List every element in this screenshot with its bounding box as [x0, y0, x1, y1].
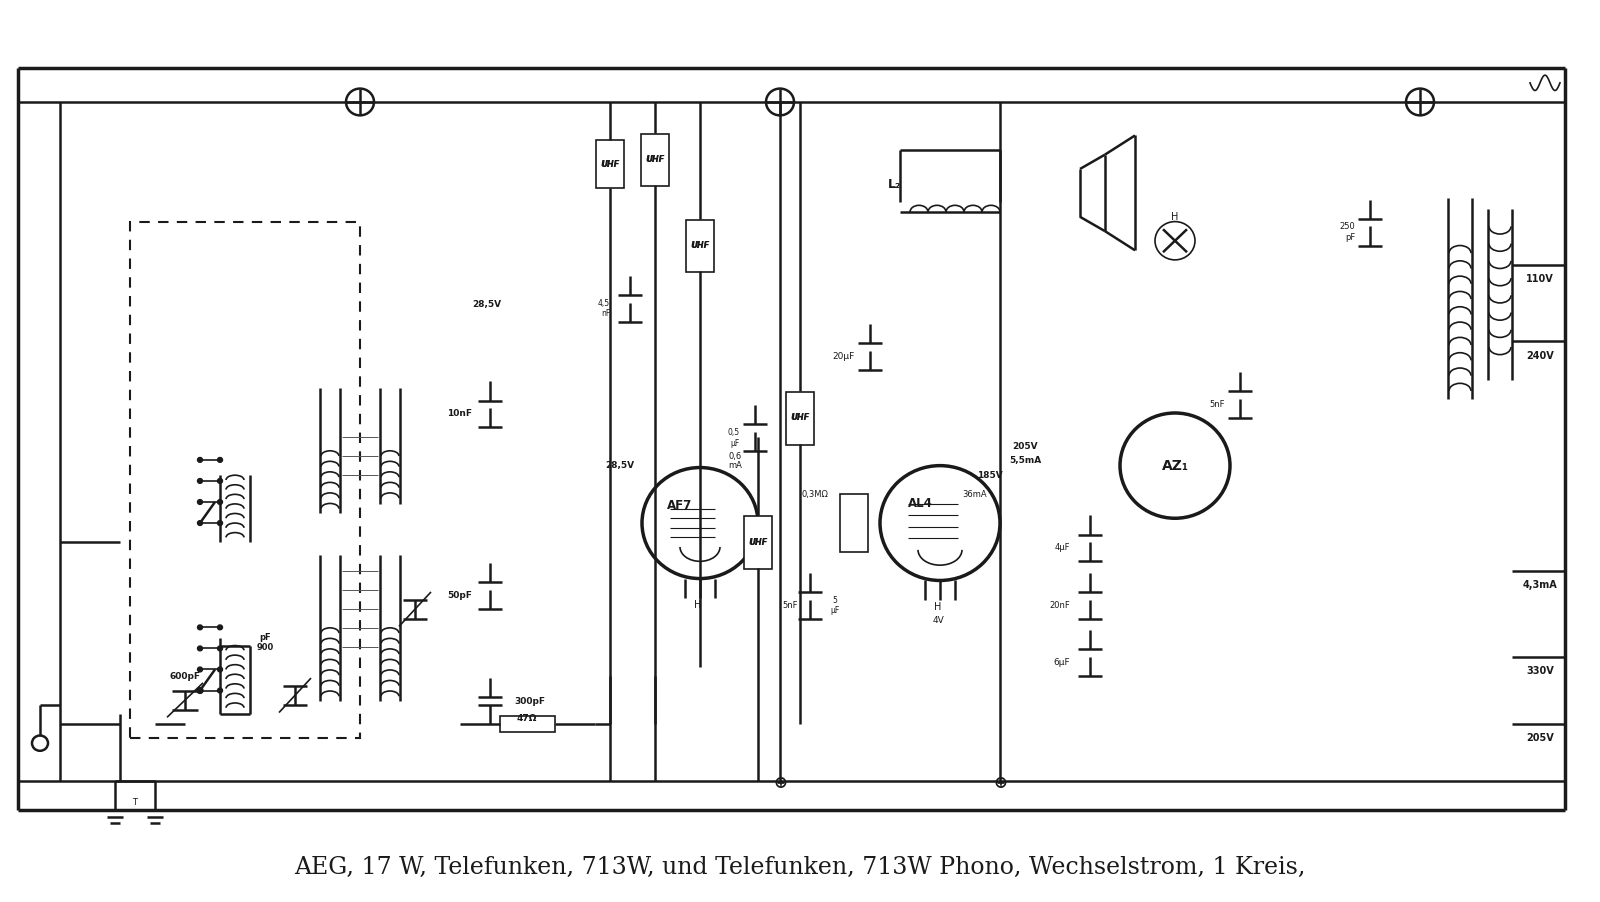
Circle shape: [32, 735, 48, 750]
Text: 600pF: 600pF: [170, 672, 200, 681]
Circle shape: [218, 625, 222, 630]
Text: 5,5mA: 5,5mA: [1010, 456, 1042, 465]
Circle shape: [1406, 88, 1434, 115]
Circle shape: [218, 646, 222, 651]
Text: 205V: 205V: [1526, 733, 1554, 743]
Text: UHF: UHF: [749, 538, 766, 547]
Circle shape: [218, 667, 222, 672]
Text: 900: 900: [256, 643, 274, 652]
Text: 0,3MΩ: 0,3MΩ: [802, 490, 829, 499]
Circle shape: [218, 520, 222, 526]
Bar: [130, 222, 360, 739]
Text: H: H: [1171, 212, 1179, 222]
Text: 4μF: 4μF: [1054, 543, 1070, 552]
Text: 5nF: 5nF: [1210, 400, 1226, 409]
Circle shape: [1155, 222, 1195, 260]
Text: AF7: AF7: [667, 500, 693, 512]
Text: 20μF: 20μF: [832, 352, 854, 361]
Text: 205V: 205V: [1013, 442, 1038, 451]
Text: UHF: UHF: [645, 155, 664, 164]
Text: 300pF: 300pF: [515, 696, 546, 705]
Text: UHF: UHF: [646, 155, 664, 164]
Text: 4,3mA: 4,3mA: [1523, 580, 1557, 590]
Text: 5nF: 5nF: [782, 601, 798, 610]
Text: UHF: UHF: [790, 413, 810, 422]
Circle shape: [197, 457, 203, 463]
Bar: [840, 494, 867, 552]
Circle shape: [197, 646, 203, 651]
Circle shape: [766, 88, 794, 115]
Circle shape: [218, 500, 222, 504]
Text: UHF: UHF: [790, 413, 810, 422]
Text: pF: pF: [259, 633, 270, 642]
Text: ⊕: ⊕: [773, 774, 787, 792]
Text: 240V: 240V: [1526, 351, 1554, 361]
Circle shape: [197, 520, 203, 526]
Circle shape: [218, 479, 222, 483]
Text: UHF: UHF: [691, 241, 709, 250]
Text: H: H: [934, 603, 942, 612]
Text: AL4: AL4: [907, 497, 933, 511]
Text: H: H: [694, 601, 702, 611]
Text: 0,5
μF: 0,5 μF: [728, 428, 739, 447]
Circle shape: [642, 467, 758, 578]
Text: 330V: 330V: [1526, 667, 1554, 676]
Text: ⊕: ⊕: [994, 774, 1006, 792]
Text: 185V: 185V: [978, 471, 1003, 480]
Text: 47Ω: 47Ω: [517, 713, 538, 723]
Text: 28,5V: 28,5V: [605, 461, 635, 470]
Circle shape: [880, 465, 1000, 581]
Circle shape: [1120, 413, 1230, 519]
Text: 20nF: 20nF: [1050, 601, 1070, 610]
Bar: [786, 392, 814, 445]
Text: 50pF: 50pF: [448, 592, 472, 601]
Text: UHF: UHF: [749, 538, 768, 547]
Circle shape: [218, 457, 222, 463]
Text: 0,6: 0,6: [728, 452, 742, 461]
Text: 6μF: 6μF: [1053, 658, 1070, 667]
Circle shape: [197, 500, 203, 504]
Text: T: T: [133, 798, 138, 807]
Text: UHF: UHF: [600, 160, 619, 169]
Bar: [499, 716, 555, 732]
Text: UHF: UHF: [690, 241, 710, 250]
Circle shape: [197, 625, 203, 630]
Text: mA: mA: [728, 461, 742, 470]
Text: L₂: L₂: [888, 178, 902, 190]
Circle shape: [197, 687, 203, 694]
Bar: [744, 516, 771, 569]
Bar: [642, 133, 669, 186]
Bar: [595, 140, 624, 189]
Circle shape: [346, 88, 374, 115]
Text: 5
μF: 5 μF: [830, 595, 840, 615]
Text: 4V: 4V: [933, 616, 944, 625]
Circle shape: [197, 667, 203, 672]
Text: AEG, 17 W, Telefunken, 713W, und Telefunken, 713W Phono, Wechselstrom, 1 Kreis,: AEG, 17 W, Telefunken, 713W, und Telefun…: [294, 856, 1306, 879]
Circle shape: [218, 688, 222, 693]
Text: 36mA: 36mA: [963, 490, 987, 499]
Circle shape: [197, 688, 203, 693]
Text: 10nF: 10nF: [448, 410, 472, 419]
Text: UHF: UHF: [602, 160, 619, 169]
Circle shape: [197, 479, 203, 483]
Text: 28,5V: 28,5V: [472, 300, 501, 309]
Bar: [686, 220, 714, 272]
Text: AZ₁: AZ₁: [1162, 458, 1189, 473]
Text: 110V: 110V: [1526, 274, 1554, 284]
Text: 4,5
nF: 4,5 nF: [598, 299, 610, 318]
Text: 250
pF: 250 pF: [1339, 223, 1355, 242]
